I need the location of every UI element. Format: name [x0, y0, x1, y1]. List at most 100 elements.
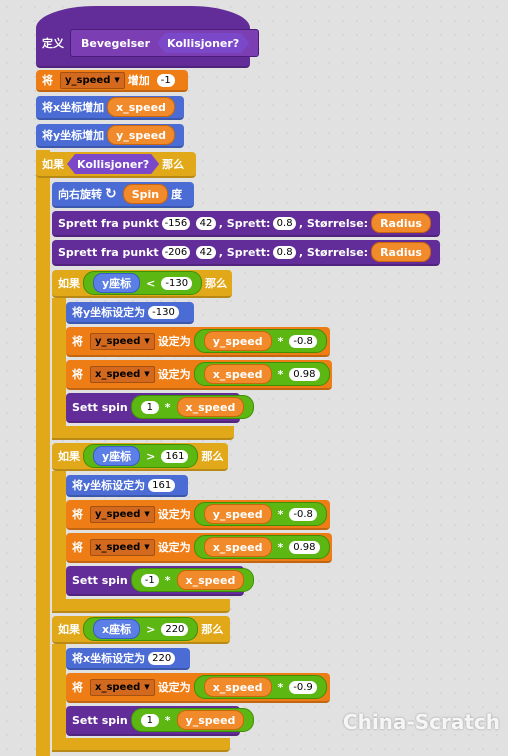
less-than-operator[interactable]: y座标 < -130 — [83, 271, 203, 295]
number-input[interactable]: 1 — [140, 713, 159, 727]
number-input[interactable]: -0.8 — [289, 334, 317, 348]
variable-dropdown[interactable]: x_speed ▼ — [90, 678, 155, 696]
define-param[interactable]: Kollisjoner? — [157, 33, 249, 53]
number-input[interactable]: -130 — [148, 305, 179, 319]
variable-reporter[interactable]: Radius — [371, 242, 431, 262]
block-text: 将 — [72, 368, 83, 381]
multiply-operator[interactable]: x_speed * -0.9 — [193, 675, 327, 699]
block-text: 如果 — [42, 158, 64, 171]
variable-dropdown[interactable]: y_speed ▼ — [90, 505, 155, 523]
set-x-block[interactable]: 将x坐标设定为 220 — [66, 648, 190, 670]
greater-than-operator[interactable]: x座标 > 220 — [83, 617, 199, 641]
block-text: 那么 — [201, 623, 224, 636]
set-variable-block[interactable]: 将 x_speed ▼ 设定为 x_speed * 0.98 — [66, 360, 332, 390]
number-input[interactable]: -0.8 — [289, 507, 317, 521]
block-text: Sprett fra punkt — [58, 245, 159, 259]
variable-dropdown[interactable]: x_speed ▼ — [90, 365, 155, 383]
block-text: , Størrelse: — [298, 245, 369, 259]
set-y-block[interactable]: 将y坐标设定为 -130 — [66, 302, 194, 324]
number-input[interactable]: 0.98 — [289, 540, 320, 554]
if-block-foot — [52, 599, 230, 613]
multiply-operator[interactable]: x_speed * 0.98 — [193, 362, 330, 386]
operator-symbol: * — [164, 713, 171, 727]
if-main-block[interactable]: 如果 Kollisjoner? 那么 — [36, 152, 196, 178]
greater-than-operator[interactable]: y座标 > 161 — [83, 444, 199, 468]
number-input[interactable]: -206 — [161, 245, 191, 259]
variable-reporter[interactable]: y_speed — [203, 504, 272, 524]
number-input[interactable]: 161 — [161, 449, 189, 463]
sett-spin-block[interactable]: Sett spin -1 * x_speed — [66, 566, 255, 596]
multiply-operator[interactable]: 1 * y_speed — [130, 708, 255, 732]
number-input[interactable]: 0.98 — [289, 367, 320, 381]
variable-reporter[interactable]: x_speed — [203, 677, 272, 697]
variable-dropdown[interactable]: y_speed ▼ — [90, 332, 155, 350]
multiply-operator[interactable]: y_speed * -0.8 — [193, 502, 327, 526]
number-input[interactable]: -1 — [156, 73, 175, 87]
chevron-down-icon: ▼ — [144, 370, 150, 378]
if-block-y-lower[interactable]: 如果 y座标 < -130 那么 — [52, 270, 232, 298]
variable-reporter[interactable]: y_speed — [107, 125, 176, 145]
set-variable-block[interactable]: 将 y_speed ▼ 设定为 y_speed * -0.8 — [66, 327, 330, 357]
y-position-reporter[interactable]: y座标 — [93, 273, 141, 293]
number-input[interactable]: -1 — [140, 573, 159, 587]
set-y-block[interactable]: 将y坐标设定为 161 — [66, 475, 188, 497]
multiply-operator[interactable]: x_speed * 0.98 — [193, 535, 330, 559]
x-position-reporter[interactable]: x座标 — [93, 619, 141, 639]
operator-symbol: * — [277, 334, 284, 348]
multiply-operator[interactable]: 1 * x_speed — [130, 395, 255, 419]
number-input[interactable]: 42 — [196, 216, 216, 230]
variable-dropdown[interactable]: y_speed ▼ — [60, 71, 125, 89]
chevron-down-icon: ▼ — [144, 510, 150, 518]
variable-reporter[interactable]: Radius — [371, 213, 431, 233]
variable-reporter[interactable]: x_speed — [176, 570, 245, 590]
variable-reporter[interactable]: x_speed — [176, 397, 245, 417]
number-input[interactable]: 42 — [196, 245, 216, 259]
if-block-y-upper[interactable]: 如果 y座标 > 161 那么 — [52, 443, 228, 471]
sett-spin-block[interactable]: Sett spin 1 * x_speed — [66, 393, 255, 423]
number-input[interactable]: 0.8 — [273, 245, 296, 259]
number-input[interactable]: 220 — [148, 651, 176, 665]
block-text: 如果 — [58, 277, 80, 290]
if-block-arm — [52, 644, 66, 738]
block-text: 那么 — [201, 450, 224, 463]
chevron-down-icon: ▼ — [144, 683, 150, 691]
sprett-custom-block-1[interactable]: Sprett fra punkt -156 42 , Sprett: 0.8 ,… — [52, 211, 440, 237]
block-text: 如果 — [58, 623, 80, 636]
block-text: 向右旋转 — [58, 188, 102, 201]
if-block-foot — [52, 426, 234, 440]
number-input[interactable]: 1 — [140, 400, 159, 414]
variable-reporter[interactable]: x_speed — [107, 97, 175, 117]
variable-reporter[interactable]: Spin — [122, 184, 169, 204]
define-prototype[interactable]: Bevegelser Kollisjoner? — [70, 29, 260, 57]
change-y-block[interactable]: 将y坐标增加 y_speed — [36, 124, 184, 148]
set-variable-block[interactable]: 将 y_speed ▼ 设定为 y_speed * -0.8 — [66, 500, 330, 530]
variable-reporter[interactable]: x_speed — [203, 364, 272, 384]
turn-right-block[interactable]: 向右旋转 ↻ Spin 度 — [52, 182, 194, 208]
multiply-operator[interactable]: -1 * x_speed — [130, 568, 255, 592]
variable-reporter[interactable]: y_speed — [176, 710, 245, 730]
sett-spin-block[interactable]: Sett spin 1 * y_speed — [66, 706, 255, 736]
number-input[interactable]: -156 — [161, 216, 191, 230]
number-input[interactable]: -0.9 — [289, 680, 317, 694]
number-input[interactable]: 161 — [148, 478, 176, 492]
variable-dropdown[interactable]: x_speed ▼ — [90, 538, 155, 556]
operator-symbol: * — [277, 540, 284, 554]
block-text: Sett spin — [72, 400, 128, 414]
if-block-x-right[interactable]: 如果 x座标 > 220 那么 — [52, 616, 230, 644]
set-variable-block[interactable]: 将 x_speed ▼ 设定为 x_speed * -0.9 — [66, 673, 330, 703]
set-variable-block[interactable]: 将 x_speed ▼ 设定为 x_speed * 0.98 — [66, 533, 332, 563]
block-text: Sprett fra punkt — [58, 216, 159, 230]
variable-reporter[interactable]: y_speed — [203, 331, 272, 351]
number-input[interactable]: 0.8 — [273, 216, 296, 230]
param-reporter[interactable]: Kollisjoner? — [67, 154, 159, 174]
sprett-custom-block-2[interactable]: Sprett fra punkt -206 42 , Sprett: 0.8 ,… — [52, 240, 440, 266]
multiply-operator[interactable]: y_speed * -0.8 — [193, 329, 327, 353]
block-text: 增加 — [127, 74, 150, 87]
number-input[interactable]: -130 — [161, 276, 193, 290]
number-input[interactable]: 220 — [161, 622, 189, 636]
change-x-block[interactable]: 将x坐标增加 x_speed — [36, 96, 184, 120]
variable-reporter[interactable]: x_speed — [203, 537, 272, 557]
change-variable-block[interactable]: 将 y_speed ▼ 增加 -1 — [36, 70, 188, 92]
y-position-reporter[interactable]: y座标 — [93, 446, 141, 466]
